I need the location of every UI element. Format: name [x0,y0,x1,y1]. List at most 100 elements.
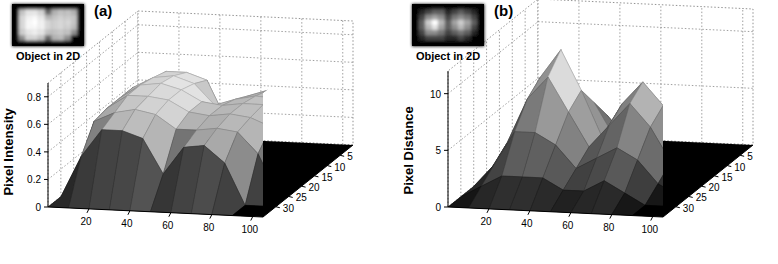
surface-patch [645,184,678,207]
y-tick-label: 25 [696,192,708,203]
inset-cell [71,30,78,36]
inset-cell [32,25,39,31]
inset-cell [38,41,45,47]
surface [448,50,743,217]
inset-cell [412,41,419,47]
inset-cell [45,30,52,36]
inset-cell [445,30,452,36]
inset-cell [71,4,78,10]
x-tick-label: 40 [521,218,533,229]
inset-cell [25,9,32,15]
inset-cell [38,20,45,26]
inset-cell [12,9,19,15]
grid-line [301,19,302,143]
z-axis [48,83,49,207]
z-tick-label: 0 [435,202,441,213]
grid-line [138,25,353,35]
inset-cell [51,36,58,42]
surface-patch [284,102,317,175]
x-tick-label: 20 [80,216,92,227]
panel: 204060801005101520253000.20.40.60.8Pixel… [1,2,353,235]
x-tick [210,215,212,219]
surface-patch [669,118,702,143]
inset-cell [458,15,465,21]
inset-cell [425,41,432,47]
surface-patch [276,91,309,102]
inset-cell [464,30,471,36]
inset-cell [64,36,71,42]
inset-cell [432,30,439,36]
inset-cell [25,30,32,36]
surface-patch [263,98,296,112]
inset-cell [445,4,452,10]
inset-cell [38,36,45,42]
x-tick [651,217,653,221]
x-tick [169,213,171,217]
surface-patch [269,90,302,143]
inset-cell [38,15,45,21]
inset-cell [438,20,445,26]
inset-cell [32,4,39,10]
inset-cell [477,15,484,21]
inset-cell [77,20,84,26]
inset-cell [19,36,26,42]
surface-patch [663,106,696,142]
inset-cell [477,41,484,47]
inset-cell [64,41,71,47]
inset-cell [477,30,484,36]
inset-cell [412,30,419,36]
inset-cell [471,9,478,15]
inset-cell [51,30,58,36]
grid-line [138,52,353,62]
x-tick-label: 100 [641,224,658,235]
z-tick-label: 5 [435,145,441,156]
z-axis-label: Pixel Distance [401,106,416,194]
inset-cell [12,15,19,21]
inset-cell [464,15,471,21]
y-tick-label: 15 [721,172,733,183]
inset-cell [445,15,452,21]
inset-cell [58,25,65,31]
inset-cell [77,15,84,21]
inset-cell [25,4,32,10]
inset-cell [45,9,52,15]
inset-label: Object in 2D [416,50,480,62]
x-tick [528,211,530,215]
inset-cell [438,41,445,47]
inset-cell [64,30,71,36]
inset-cell [19,30,26,36]
grid-line [342,21,343,145]
inset-cell [19,25,26,31]
inset-cell [438,36,445,42]
y-tick [740,155,744,156]
z-tick-label: 0.6 [27,119,41,130]
inset-cell [12,20,19,26]
inset-cell [458,4,465,10]
inset-cell [445,9,452,15]
inset-background [412,4,484,46]
x-tick-label: 80 [203,222,215,233]
inset-cell [32,41,39,47]
axes: 20406080100510152025300510 [430,71,753,235]
z-tick-label: 0 [35,202,41,213]
inset-cell [71,15,78,21]
z-axis-label: Pixel Intensity [1,107,16,195]
y-tick [314,176,318,177]
surface-patch [689,130,722,143]
inset-cell [471,25,478,31]
inset-cell [471,20,478,26]
y-tick-label: 20 [309,182,321,193]
inset-cell [412,25,419,31]
surface-patch [697,142,730,166]
inset-cell [451,20,458,26]
surface [48,71,343,216]
inset-cell [45,36,52,42]
z-tick-label: 0.2 [27,174,41,185]
z-tick [444,150,448,151]
inset-cell [58,41,65,47]
inset-cell [419,36,426,42]
x-tick [610,215,612,219]
inset-cell [38,25,45,31]
inset-cell [451,25,458,31]
y-tick [276,207,280,208]
